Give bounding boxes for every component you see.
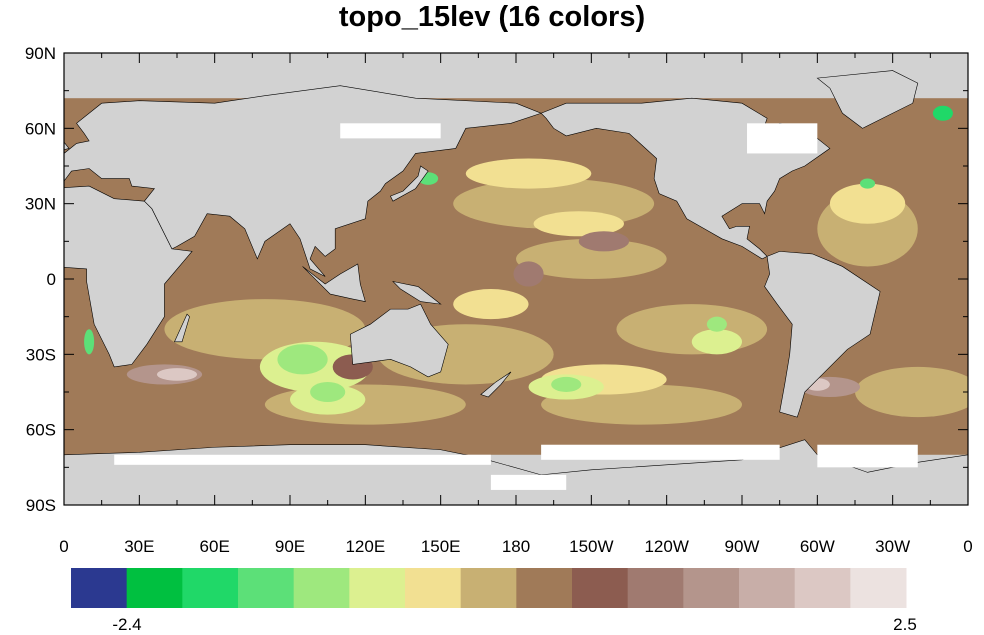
colorbar-swatch-11	[683, 568, 740, 608]
axis-ticks: 90N 60N 30N 0 30S 60S 90S 0 30E 60E 90E 120E 150E 180…	[25, 44, 973, 556]
ocean-contour-11	[453, 289, 529, 320]
ocean-contour-8	[855, 366, 968, 418]
lat-tick-label: 90S	[26, 496, 56, 515]
land-indonesia	[302, 263, 366, 302]
ice-ross	[490, 474, 567, 490]
lat-tick-label: 60N	[25, 119, 56, 138]
colorbar-swatch-14	[850, 568, 907, 608]
ocean-contour-28	[513, 261, 544, 287]
colorbar-swatch-8	[516, 568, 573, 608]
colorbar-max-label: 2.5	[893, 615, 917, 634]
colorbar-swatch-3	[238, 568, 295, 608]
lon-tick-label: 120E	[345, 537, 385, 556]
land-new-guinea	[392, 281, 442, 305]
lon-tick-label: 0	[963, 537, 972, 556]
ice-weddell	[817, 444, 918, 468]
ocean-contour-17	[691, 329, 743, 355]
lon-tick-label: 60E	[200, 537, 230, 556]
colorbar-swatch-1	[126, 568, 183, 608]
land-greenland	[816, 70, 919, 129]
lon-tick-label: 120W	[644, 537, 688, 556]
lon-tick-label: 180	[502, 537, 530, 556]
land-new-zealand	[480, 371, 512, 398]
ocean-contour-10	[533, 211, 624, 237]
ocean-contour-25	[84, 329, 95, 355]
ice-hudson	[747, 123, 818, 154]
ocean-contour-20	[551, 376, 582, 393]
colorbar-swatch-10	[627, 568, 684, 608]
land-australia	[349, 303, 449, 378]
ocean-contour-23	[860, 178, 876, 189]
map-title: topo_15lev (16 colors)	[338, 1, 646, 33]
colorbar-swatch-2	[182, 568, 239, 608]
land-masses	[64, 70, 968, 505]
lon-tick-label: 30E	[124, 537, 154, 556]
ocean-contour-1	[516, 238, 667, 279]
ocean-contour-29	[578, 231, 630, 252]
colorbar-swatch-4	[293, 568, 350, 608]
lon-tick-label: 150E	[421, 537, 461, 556]
ice-southern-ocean-a	[114, 454, 491, 465]
ocean-contour-18	[277, 344, 328, 375]
colorbar-swatch-13	[794, 568, 851, 608]
lon-tick-label: 90W	[725, 537, 760, 556]
land-japan	[390, 165, 429, 202]
colorbar-swatch-6	[405, 568, 462, 608]
colorbar	[71, 568, 907, 608]
missing-data-areas	[114, 123, 918, 490]
lon-tick-label: 0	[59, 537, 68, 556]
land-madagascar	[174, 313, 190, 343]
land-uk	[64, 141, 70, 150]
lon-tick-label: 30W	[875, 537, 910, 556]
ocean-contour-21	[706, 316, 727, 332]
colorbar-swatch-5	[349, 568, 406, 608]
colorbar-swatch-9	[572, 568, 629, 608]
land-south-america	[764, 251, 881, 418]
ice-southern-ocean-b	[541, 444, 780, 460]
lat-tick-label: 30S	[26, 345, 56, 364]
colorbar-min-label: -2.4	[112, 615, 141, 634]
lat-tick-label: 0	[47, 270, 56, 289]
colorbar-swatch-7	[460, 568, 517, 608]
ocean-contour-13	[829, 183, 906, 224]
lat-tick-label: 90N	[25, 44, 56, 63]
lat-tick-label: 60S	[26, 421, 56, 440]
ocean-contour-9	[465, 158, 592, 189]
lon-tick-label: 150W	[569, 537, 613, 556]
land-africa	[64, 185, 193, 368]
lat-tick-label: 30N	[25, 195, 56, 214]
colorbar-swatch-12	[739, 568, 796, 608]
colorbar-swatch-0	[71, 568, 128, 608]
ice-arctic-pacific	[340, 123, 441, 139]
ocean-contour-19	[310, 381, 346, 403]
ocean-contour-24	[932, 105, 953, 121]
lon-tick-label: 60W	[800, 537, 835, 556]
ocean-contour-3	[616, 304, 768, 355]
ocean-contour-31	[156, 368, 198, 381]
lon-tick-label: 90E	[275, 537, 305, 556]
